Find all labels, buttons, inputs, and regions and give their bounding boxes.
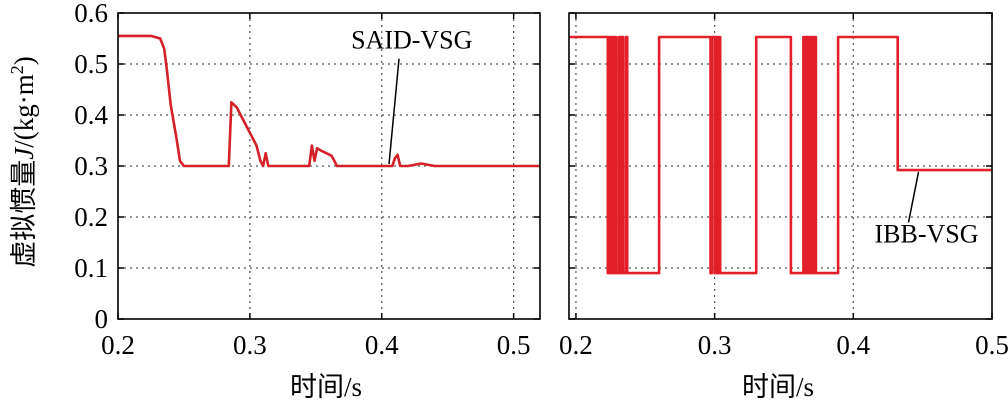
x-tick-label: 0.5 xyxy=(975,330,1008,360)
x-tick-label: 0.5 xyxy=(497,330,531,360)
annotation-label: SAID-VSG xyxy=(351,26,472,55)
y-axis-title-prefix: 虚拟惯量 xyxy=(9,160,39,268)
right-panel: 0.2 0.3 0.4 0.5 IBB-VSG xyxy=(559,12,1008,360)
y-tick-label: 0.2 xyxy=(74,202,108,232)
x-tick-label: 0.3 xyxy=(233,330,267,360)
annotation-label: IBB-VSG xyxy=(875,220,979,249)
x-tick-label: 0.4 xyxy=(836,330,870,360)
y-axis-title-sup: 2 xyxy=(7,65,27,74)
x-tick-label: 0.2 xyxy=(559,330,593,360)
y-tick-label: 0.4 xyxy=(74,100,108,130)
x-axis-title-right: 时间/s xyxy=(742,372,814,402)
x-tick-label: 0.2 xyxy=(101,330,135,360)
y-axis-title-symbol: J xyxy=(9,146,39,160)
y-axis-title: 虚拟惯量J/(kg·m2) xyxy=(7,56,39,267)
annotation-leader xyxy=(907,171,920,223)
left-panel: 0.2 0.3 0.4 0.5 0 0.1 0.2 0.3 0.4 0.5 0.6 SAID-VSG xyxy=(74,0,541,360)
x-tick-label: 0.3 xyxy=(698,330,732,360)
plot-frame xyxy=(117,12,541,320)
y-axis-title-close: ) xyxy=(9,56,39,65)
y-axis-title-unit: /(kg·m xyxy=(9,74,39,148)
y-tick-label: 0.6 xyxy=(74,0,108,28)
y-tick-label: 0.3 xyxy=(74,151,108,181)
series-line-said-vsg xyxy=(118,34,540,168)
y-tick-label: 0.5 xyxy=(74,49,108,79)
annotation-leader xyxy=(388,58,400,165)
y-tick-label: 0.1 xyxy=(74,253,108,283)
x-tick-label: 0.4 xyxy=(365,330,399,360)
series-line-ibb-vsg xyxy=(569,35,992,275)
y-tick-label: 0 xyxy=(95,304,109,334)
x-axis-title-left: 时间/s xyxy=(290,372,362,402)
plot-frame xyxy=(568,12,993,320)
